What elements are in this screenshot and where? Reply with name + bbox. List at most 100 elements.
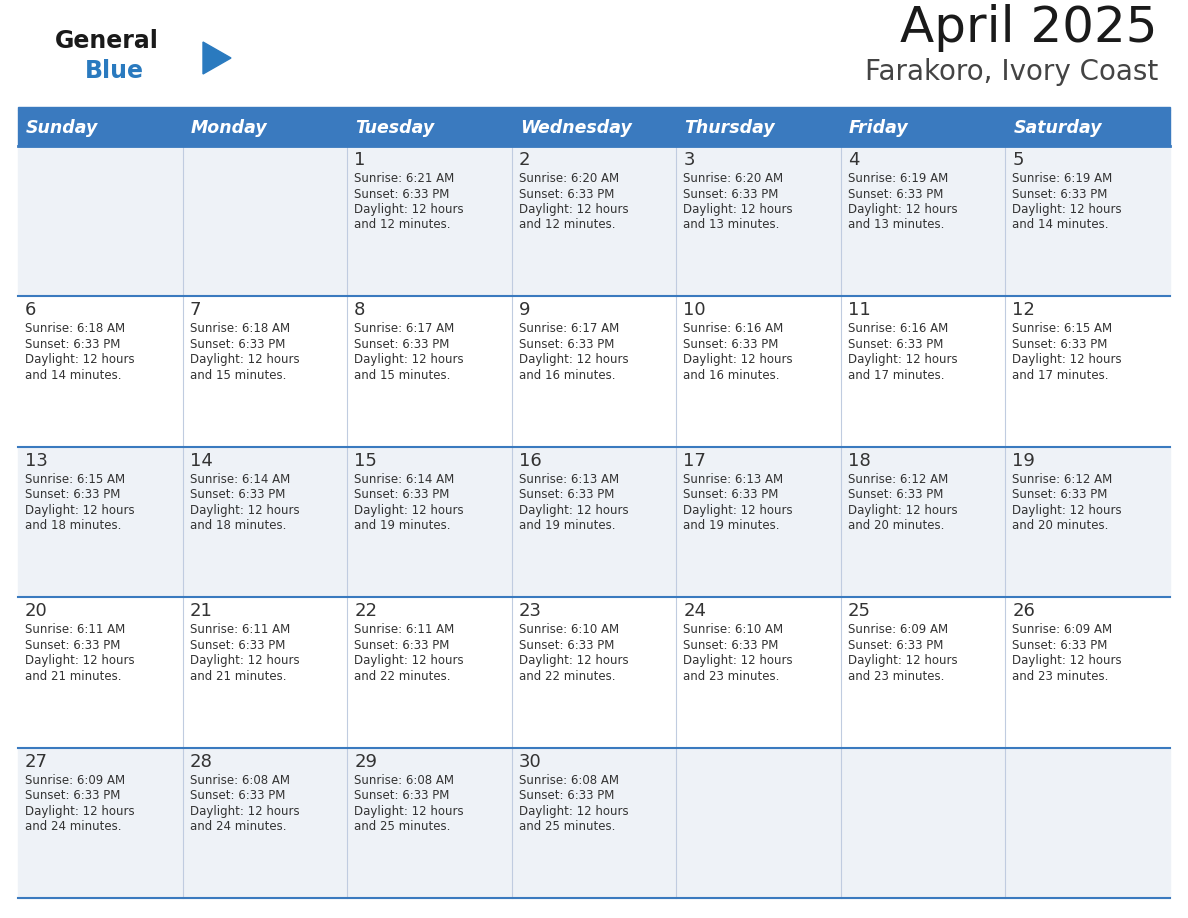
Text: and 20 minutes.: and 20 minutes. [848,520,944,532]
Text: Daylight: 12 hours: Daylight: 12 hours [519,804,628,818]
Text: Sunrise: 6:11 AM: Sunrise: 6:11 AM [190,623,290,636]
Text: Sunrise: 6:21 AM: Sunrise: 6:21 AM [354,172,454,185]
Text: Sunrise: 6:16 AM: Sunrise: 6:16 AM [683,322,784,335]
Bar [18,447,1170,598]
Text: 28: 28 [190,753,213,770]
Text: and 22 minutes.: and 22 minutes. [519,670,615,683]
Text: and 19 minutes.: and 19 minutes. [683,520,779,532]
Text: Sunset: 6:33 PM: Sunset: 6:33 PM [683,639,778,652]
Text: and 22 minutes.: and 22 minutes. [354,670,450,683]
Text: Sunrise: 6:10 AM: Sunrise: 6:10 AM [519,623,619,636]
Text: Daylight: 12 hours: Daylight: 12 hours [848,504,958,517]
Text: Sunrise: 6:09 AM: Sunrise: 6:09 AM [848,623,948,636]
Text: Daylight: 12 hours: Daylight: 12 hours [190,804,299,818]
Text: 27: 27 [25,753,48,770]
Text: Daylight: 12 hours: Daylight: 12 hours [354,804,463,818]
Text: and 20 minutes.: and 20 minutes. [1012,520,1108,532]
Text: Daylight: 12 hours: Daylight: 12 hours [683,353,792,366]
Text: Farakoro, Ivory Coast: Farakoro, Ivory Coast [865,58,1158,86]
Text: Sunset: 6:33 PM: Sunset: 6:33 PM [1012,639,1107,652]
Text: and 14 minutes.: and 14 minutes. [25,369,121,382]
Text: Sunset: 6:33 PM: Sunset: 6:33 PM [519,187,614,200]
Bar [18,146,1170,297]
Text: 21: 21 [190,602,213,621]
Text: 3: 3 [683,151,695,169]
Text: Daylight: 12 hours: Daylight: 12 hours [519,655,628,667]
Text: General: General [55,29,159,53]
Text: 19: 19 [1012,452,1035,470]
Text: Sunrise: 6:09 AM: Sunrise: 6:09 AM [25,774,125,787]
Text: April 2025: April 2025 [901,4,1158,52]
Bar [18,110,1170,146]
Text: Daylight: 12 hours: Daylight: 12 hours [190,504,299,517]
Text: Daylight: 12 hours: Daylight: 12 hours [25,655,134,667]
Text: Daylight: 12 hours: Daylight: 12 hours [848,655,958,667]
Text: Sunset: 6:33 PM: Sunset: 6:33 PM [25,639,120,652]
Text: Daylight: 12 hours: Daylight: 12 hours [190,655,299,667]
Text: Daylight: 12 hours: Daylight: 12 hours [1012,504,1121,517]
Text: Sunrise: 6:16 AM: Sunrise: 6:16 AM [848,322,948,335]
Bar [18,297,1170,447]
Text: Sunrise: 6:18 AM: Sunrise: 6:18 AM [25,322,125,335]
Text: Daylight: 12 hours: Daylight: 12 hours [519,504,628,517]
Text: and 15 minutes.: and 15 minutes. [190,369,286,382]
Text: Daylight: 12 hours: Daylight: 12 hours [1012,203,1121,216]
Text: Sunrise: 6:20 AM: Sunrise: 6:20 AM [683,172,783,185]
Bar [18,107,1170,110]
Text: Sunset: 6:33 PM: Sunset: 6:33 PM [25,789,120,802]
Text: and 13 minutes.: and 13 minutes. [848,218,944,231]
Text: and 25 minutes.: and 25 minutes. [354,820,450,834]
Text: 23: 23 [519,602,542,621]
Text: Thursday: Thursday [684,119,775,137]
Text: Sunset: 6:33 PM: Sunset: 6:33 PM [190,639,285,652]
Text: 8: 8 [354,301,366,319]
Text: 6: 6 [25,301,37,319]
Text: Sunrise: 6:15 AM: Sunrise: 6:15 AM [1012,322,1112,335]
Text: and 24 minutes.: and 24 minutes. [190,820,286,834]
Text: Sunset: 6:33 PM: Sunset: 6:33 PM [519,488,614,501]
Text: Sunset: 6:33 PM: Sunset: 6:33 PM [354,488,449,501]
Text: Sunrise: 6:19 AM: Sunrise: 6:19 AM [848,172,948,185]
Text: Sunrise: 6:12 AM: Sunrise: 6:12 AM [848,473,948,486]
Text: Sunrise: 6:14 AM: Sunrise: 6:14 AM [190,473,290,486]
Bar [18,747,1170,898]
Text: 10: 10 [683,301,706,319]
Text: 26: 26 [1012,602,1035,621]
Text: 29: 29 [354,753,377,770]
Text: 16: 16 [519,452,542,470]
Text: Sunset: 6:33 PM: Sunset: 6:33 PM [848,187,943,200]
Text: Sunset: 6:33 PM: Sunset: 6:33 PM [1012,187,1107,200]
Text: 17: 17 [683,452,706,470]
Text: Sunrise: 6:19 AM: Sunrise: 6:19 AM [1012,172,1113,185]
Text: Tuesday: Tuesday [355,119,435,137]
Text: Sunset: 6:33 PM: Sunset: 6:33 PM [683,338,778,351]
Text: Daylight: 12 hours: Daylight: 12 hours [519,353,628,366]
Text: 25: 25 [848,602,871,621]
Text: Sunset: 6:33 PM: Sunset: 6:33 PM [519,789,614,802]
Text: Daylight: 12 hours: Daylight: 12 hours [354,655,463,667]
Text: Sunrise: 6:11 AM: Sunrise: 6:11 AM [25,623,125,636]
Text: Saturday: Saturday [1013,119,1102,137]
Text: Sunset: 6:33 PM: Sunset: 6:33 PM [25,338,120,351]
Text: Sunset: 6:33 PM: Sunset: 6:33 PM [354,789,449,802]
Text: 4: 4 [848,151,859,169]
Text: Daylight: 12 hours: Daylight: 12 hours [683,504,792,517]
Text: Sunset: 6:33 PM: Sunset: 6:33 PM [354,338,449,351]
Text: Sunrise: 6:13 AM: Sunrise: 6:13 AM [683,473,783,486]
Text: Sunrise: 6:08 AM: Sunrise: 6:08 AM [519,774,619,787]
Text: Sunset: 6:33 PM: Sunset: 6:33 PM [190,488,285,501]
Text: and 23 minutes.: and 23 minutes. [683,670,779,683]
Text: Sunrise: 6:14 AM: Sunrise: 6:14 AM [354,473,454,486]
Text: Sunset: 6:33 PM: Sunset: 6:33 PM [848,639,943,652]
Text: 30: 30 [519,753,542,770]
Text: 2: 2 [519,151,530,169]
Text: Sunrise: 6:08 AM: Sunrise: 6:08 AM [190,774,290,787]
Text: Sunrise: 6:17 AM: Sunrise: 6:17 AM [519,322,619,335]
Text: 20: 20 [25,602,48,621]
Text: Sunset: 6:33 PM: Sunset: 6:33 PM [519,338,614,351]
Text: 5: 5 [1012,151,1024,169]
Text: Daylight: 12 hours: Daylight: 12 hours [354,353,463,366]
Text: 22: 22 [354,602,377,621]
Text: Daylight: 12 hours: Daylight: 12 hours [683,203,792,216]
Text: Sunset: 6:33 PM: Sunset: 6:33 PM [190,338,285,351]
